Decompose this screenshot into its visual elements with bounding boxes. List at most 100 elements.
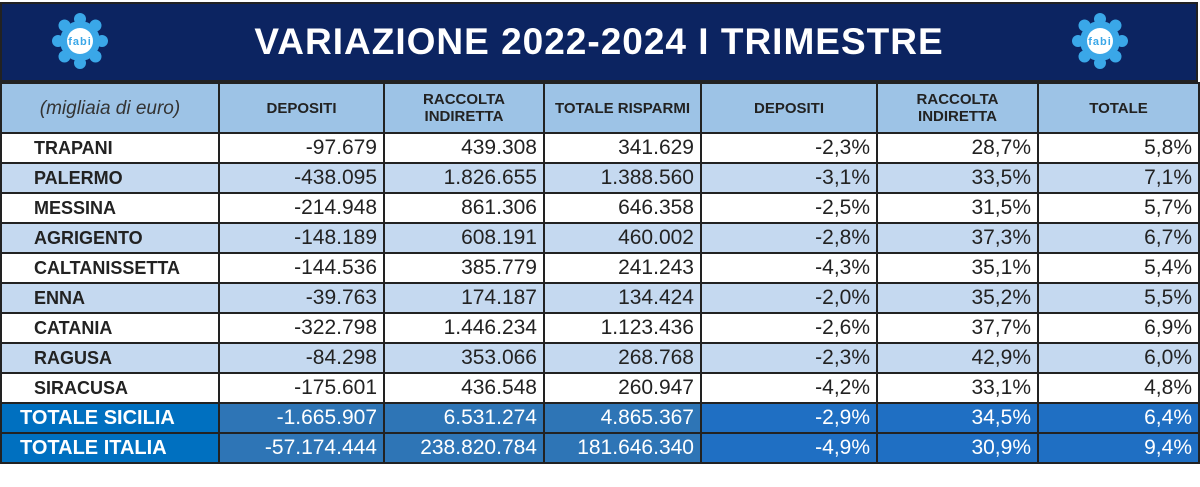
- table-cell: -4,2%: [700, 372, 878, 404]
- table-cell: 37,3%: [876, 222, 1039, 254]
- total-row: TOTALE ITALIA -57.174.444 238.820.784 181.6…: [0, 432, 1200, 464]
- table-cell: 34,5%: [876, 402, 1039, 434]
- table-cell: 5,4%: [1037, 252, 1200, 284]
- table-cell: -175.601: [218, 372, 385, 404]
- column-header: DEPOSITI: [700, 82, 878, 134]
- table-cell: -57.174.444: [218, 432, 385, 464]
- row-label: CATANIA: [0, 312, 220, 344]
- table-cell: 30,9%: [876, 432, 1039, 464]
- table-cell: 35,2%: [876, 282, 1039, 314]
- table-cell: 28,7%: [876, 132, 1039, 164]
- table-cell: 6,4%: [1037, 402, 1200, 434]
- table-cell: -214.948: [218, 192, 385, 224]
- row-label: CALTANISSETTA: [0, 252, 220, 284]
- table-cell: 4,8%: [1037, 372, 1200, 404]
- row-label: RAGUSA: [0, 342, 220, 374]
- table-cell: 5,8%: [1037, 132, 1200, 164]
- table-cell: -2,3%: [700, 132, 878, 164]
- table-cell: -3,1%: [700, 162, 878, 194]
- row-label: TOTALE ITALIA: [0, 432, 220, 464]
- table-cell: -2,6%: [700, 312, 878, 344]
- row-label: TRAPANI: [0, 132, 220, 164]
- table-cell: 31,5%: [876, 192, 1039, 224]
- table-cell: 42,9%: [876, 342, 1039, 374]
- table-cell: -2,0%: [700, 282, 878, 314]
- table-cell: 174.187: [383, 282, 545, 314]
- data-table: (migliaia di euro) DEPOSITI RACCOLTA INDIR…: [0, 82, 1200, 464]
- column-header: RACCOLTA INDIRETTA: [876, 82, 1039, 134]
- table-row: RAGUSA -84.298 353.066 268.768 -2,3% 42,9% 6,0…: [0, 342, 1200, 374]
- table-cell: 608.191: [383, 222, 545, 254]
- svg-text:fabi: fabi: [68, 36, 92, 48]
- table-cell: 861.306: [383, 192, 545, 224]
- table-cell: 4.865.367: [543, 402, 702, 434]
- table-cell: 385.779: [383, 252, 545, 284]
- column-header: TOTALE: [1037, 82, 1200, 134]
- table-cell: -148.189: [218, 222, 385, 254]
- row-label: PALERMO: [0, 162, 220, 194]
- table-cell: 439.308: [383, 132, 545, 164]
- table-cell: 238.820.784: [383, 432, 545, 464]
- table-cell: 134.424: [543, 282, 702, 314]
- table-row: AGRIGENTO -148.189 608.191 460.002 -2,8% 37,3…: [0, 222, 1200, 254]
- table-row: MESSINA -214.948 861.306 646.358 -2,5% 31,5% 5…: [0, 192, 1200, 224]
- table-cell: 6,9%: [1037, 312, 1200, 344]
- table-cell: 460.002: [543, 222, 702, 254]
- table-cell: -438.095: [218, 162, 385, 194]
- row-label: SIRACUSA: [0, 372, 220, 404]
- table-cell: 646.358: [543, 192, 702, 224]
- table-cell: 181.646.340: [543, 432, 702, 464]
- table-row: SIRACUSA -175.601 436.548 260.947 -4,2% 33,1%…: [0, 372, 1200, 404]
- table-cell: 37,7%: [876, 312, 1039, 344]
- table-cell: 35,1%: [876, 252, 1039, 284]
- table-row: ENNA -39.763 174.187 134.424 -2,0% 35,2% 5,5%: [0, 282, 1200, 314]
- table-cell: -39.763: [218, 282, 385, 314]
- column-header: DEPOSITI: [218, 82, 385, 134]
- table-cell: 1.388.560: [543, 162, 702, 194]
- table-cell: 268.768: [543, 342, 702, 374]
- total-row: TOTALE SICILIA -1.665.907 6.531.274 4.865.3…: [0, 402, 1200, 434]
- page-title: VARIAZIONE 2022-2024 I TRIMESTRE: [254, 21, 944, 62]
- report-table-container: fabi VARIAZIONE 2022-2024 I TRIMESTRE fa…: [0, 2, 1200, 464]
- table-cell: -1.665.907: [218, 402, 385, 434]
- table-row: PALERMO -438.095 1.826.655 1.388.560 -3,1% 33…: [0, 162, 1200, 194]
- column-header: TOTALE RISPARMI: [543, 82, 702, 134]
- table-cell: 5,7%: [1037, 192, 1200, 224]
- table-cell: 33,5%: [876, 162, 1039, 194]
- table-cell: 33,1%: [876, 372, 1039, 404]
- table-cell: 6.531.274: [383, 402, 545, 434]
- table-cell: 6,7%: [1037, 222, 1200, 254]
- table-cell: 341.629: [543, 132, 702, 164]
- table-row: CATANIA -322.798 1.446.234 1.123.436 -2,6% 37…: [0, 312, 1200, 344]
- table-row: CALTANISSETTA -144.536 385.779 241.243 -4,3%…: [0, 252, 1200, 284]
- table-cell: 6,0%: [1037, 342, 1200, 374]
- row-label: AGRIGENTO: [0, 222, 220, 254]
- table-cell: 241.243: [543, 252, 702, 284]
- table-cell: 353.066: [383, 342, 545, 374]
- table-cell: -4,3%: [700, 252, 878, 284]
- unit-label: (migliaia di euro): [0, 82, 220, 134]
- table-cell: 5,5%: [1037, 282, 1200, 314]
- row-label: MESSINA: [0, 192, 220, 224]
- table-cell: 7,1%: [1037, 162, 1200, 194]
- table-cell: -144.536: [218, 252, 385, 284]
- table-cell: 1.446.234: [383, 312, 545, 344]
- table-cell: -84.298: [218, 342, 385, 374]
- fabi-logo-icon: fabi: [1072, 13, 1128, 69]
- table-cell: -2,5%: [700, 192, 878, 224]
- table-row: TRAPANI -97.679 439.308 341.629 -2,3% 28,7% 5,…: [0, 132, 1200, 164]
- table-cell: 1.123.436: [543, 312, 702, 344]
- table-cell: -97.679: [218, 132, 385, 164]
- row-label: TOTALE SICILIA: [0, 402, 220, 434]
- table-cell: 260.947: [543, 372, 702, 404]
- svg-text:fabi: fabi: [1088, 36, 1112, 48]
- title-bar: fabi VARIAZIONE 2022-2024 I TRIMESTRE fa…: [0, 2, 1198, 82]
- column-header: RACCOLTA INDIRETTA: [383, 82, 545, 134]
- table-cell: -322.798: [218, 312, 385, 344]
- fabi-logo-icon: fabi: [52, 13, 108, 69]
- table-cell: -2,3%: [700, 342, 878, 374]
- table-cell: 9,4%: [1037, 432, 1200, 464]
- table-cell: -2,9%: [700, 402, 878, 434]
- table-cell: -4,9%: [700, 432, 878, 464]
- header-row: (migliaia di euro) DEPOSITI RACCOLTA INDIR…: [0, 82, 1200, 134]
